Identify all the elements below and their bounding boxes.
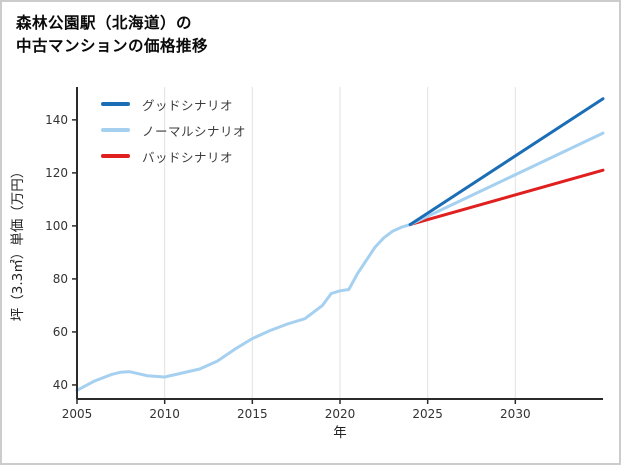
y-axis-label: 坪（3.3㎡）単価（万円） bbox=[10, 165, 26, 321]
legend-swatch-good-scenario bbox=[101, 102, 130, 106]
y-tick-label: 80 bbox=[53, 272, 68, 286]
x-tick-label: 2005 bbox=[62, 407, 93, 421]
y-tick-label: 40 bbox=[53, 378, 68, 392]
y-tick-label: 140 bbox=[45, 113, 68, 127]
series-line-グッドシナリオ bbox=[408, 97, 605, 227]
x-tick-label: 2030 bbox=[500, 407, 531, 421]
legend-item-good: グッドシナリオ bbox=[101, 91, 246, 117]
y-tick-label: 120 bbox=[45, 166, 68, 180]
legend-item-normal: ノーマルシナリオ bbox=[101, 117, 246, 143]
x-tick-label: 2020 bbox=[325, 407, 356, 421]
series-line-バッドシナリオ bbox=[408, 168, 605, 227]
legend-label-good-scenario: グッドシナリオ bbox=[142, 97, 234, 113]
y-tick-label: 100 bbox=[45, 219, 68, 233]
series-line-history bbox=[75, 223, 412, 392]
legend-swatch-normal-scenario bbox=[101, 128, 130, 132]
chart-title-line1: 森林公園駅（北海道）の bbox=[16, 14, 193, 32]
chart-title-line2: 中古マンションの価格推移 bbox=[16, 37, 209, 56]
x-tick-label: 2025 bbox=[412, 407, 443, 421]
legend-label-normal-scenario: ノーマルシナリオ bbox=[142, 123, 247, 139]
legend-label-bad-scenario: バッドシナリオ bbox=[142, 149, 234, 165]
x-axis-label: 年 bbox=[333, 425, 347, 441]
x-tick-label: 2010 bbox=[149, 407, 180, 421]
x-tick-label: 2015 bbox=[237, 407, 268, 421]
legend-swatch-bad-scenario bbox=[101, 154, 130, 158]
y-tick-label: 60 bbox=[53, 325, 68, 339]
chart-title: 森林公園駅（北海道）の 中古マンションの価格推移 bbox=[16, 12, 208, 59]
series-line-ノーマルシナリオ bbox=[408, 131, 605, 227]
legend-item-bad: バッドシナリオ bbox=[101, 143, 246, 169]
legend: グッドシナリオ ノーマルシナリオ バッドシナリオ bbox=[101, 91, 246, 169]
